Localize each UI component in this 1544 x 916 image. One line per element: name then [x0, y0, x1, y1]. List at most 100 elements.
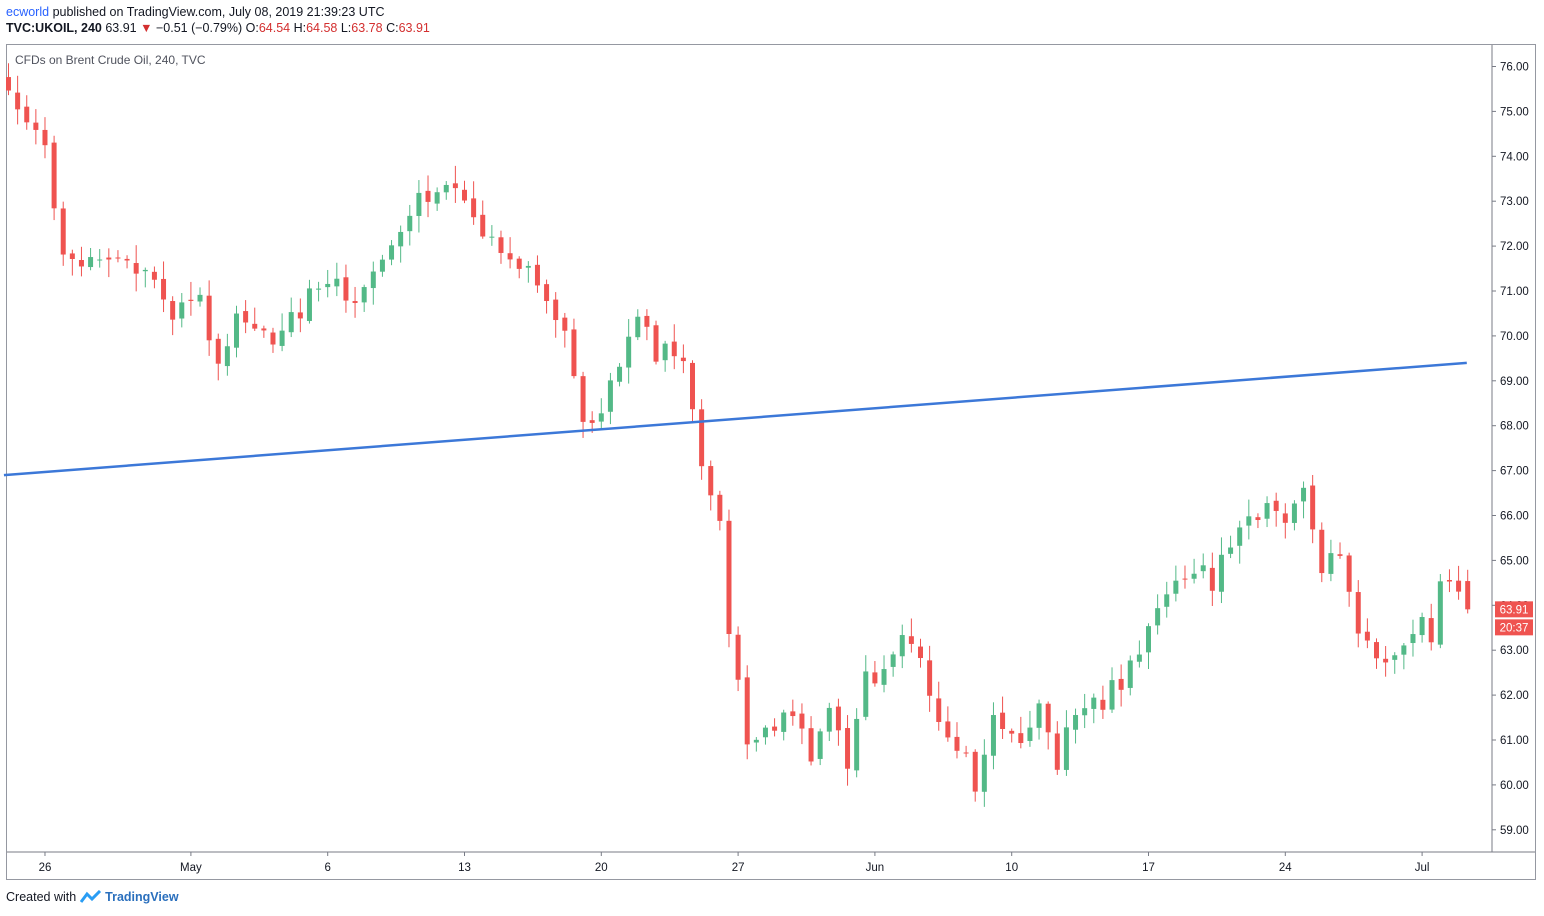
candle	[954, 722, 960, 759]
candle	[170, 296, 176, 336]
candle	[1063, 710, 1069, 776]
candle	[598, 398, 604, 430]
candle	[717, 490, 723, 531]
created-with-text: Created with	[6, 890, 77, 904]
candle	[835, 698, 841, 746]
candle	[1264, 496, 1270, 528]
candle	[927, 645, 933, 712]
candle	[1155, 594, 1161, 635]
y-tick-label: 68.00	[1500, 421, 1529, 433]
y-tick-label: 69.00	[1500, 376, 1529, 388]
last-price-tag	[1495, 601, 1533, 618]
candle	[990, 702, 996, 770]
x-tick-label: 20	[595, 862, 608, 874]
candle	[781, 709, 787, 741]
high-label: H:	[293, 21, 307, 35]
tradingview-logo-icon	[79, 890, 101, 903]
candle	[699, 399, 705, 480]
candle	[1000, 696, 1006, 739]
candle	[370, 261, 376, 305]
y-tick-label: 74.00	[1500, 151, 1529, 163]
candle	[1173, 565, 1179, 602]
candle	[1182, 565, 1188, 589]
candle	[1437, 574, 1443, 649]
candle	[1109, 667, 1115, 713]
candle	[443, 181, 449, 200]
candle	[106, 248, 112, 278]
candle	[1054, 721, 1060, 775]
candle	[188, 281, 194, 316]
tradingview-brand[interactable]: TradingView	[105, 890, 179, 904]
x-tick-label: Jun	[866, 862, 885, 874]
x-tick-label: 26	[39, 862, 52, 874]
candle	[918, 638, 923, 668]
candle	[1237, 520, 1243, 564]
candle	[1218, 537, 1224, 604]
candle	[1291, 500, 1297, 531]
candle	[1465, 569, 1471, 614]
candle	[352, 286, 358, 318]
candle	[206, 280, 212, 356]
publish-line: ecworld published on TradingView.com, Ju…	[6, 4, 430, 20]
candle	[425, 175, 431, 218]
candle	[908, 618, 914, 653]
candle	[489, 225, 495, 246]
x-tick-label: 6	[324, 862, 330, 874]
candle	[826, 702, 832, 742]
candle	[1082, 693, 1088, 729]
candle	[398, 225, 404, 263]
candle	[1191, 558, 1197, 584]
candle	[1146, 623, 1151, 670]
candle	[881, 655, 887, 693]
candle	[1009, 728, 1015, 743]
candle	[626, 319, 632, 384]
candle	[1392, 652, 1398, 674]
candle	[571, 318, 577, 379]
candle	[607, 372, 613, 425]
candle	[361, 284, 367, 312]
candle	[97, 249, 103, 268]
candle	[525, 261, 531, 283]
candle	[1446, 569, 1452, 593]
candle	[845, 715, 851, 786]
x-tick-label: 13	[458, 862, 471, 874]
candle	[407, 204, 413, 246]
candle	[680, 344, 686, 374]
x-tick-label: 24	[1279, 862, 1292, 874]
candle	[1209, 552, 1215, 606]
candle	[872, 661, 878, 687]
y-tick-label: 72.00	[1500, 241, 1529, 253]
candle	[462, 180, 467, 204]
price-change: −0.51 (−0.79%)	[155, 21, 243, 35]
last-price-label: 63.91	[1500, 604, 1529, 616]
candle	[1273, 492, 1279, 527]
countdown-tag	[1495, 619, 1533, 636]
candle	[863, 655, 869, 721]
footer: Created with TradingView	[6, 890, 179, 904]
candle	[1091, 693, 1097, 724]
candle	[808, 716, 814, 766]
y-tick-label: 66.00	[1500, 511, 1529, 523]
x-tick-label: 17	[1142, 862, 1155, 874]
candle	[379, 254, 385, 277]
candle	[1036, 699, 1042, 740]
candle	[480, 200, 486, 239]
candle	[279, 313, 285, 352]
candle	[1164, 581, 1170, 618]
author-link[interactable]: ecworld	[6, 5, 50, 19]
candle	[1045, 701, 1051, 750]
candle	[1246, 499, 1252, 540]
open-label: O:	[245, 21, 259, 35]
candle	[671, 324, 677, 370]
candle	[744, 665, 750, 760]
candle	[854, 708, 860, 778]
candle	[1027, 710, 1033, 747]
candle	[1136, 640, 1142, 668]
candle	[306, 279, 312, 324]
candle	[33, 109, 39, 145]
trendline[interactable]	[3, 361, 1467, 477]
y-tick-label: 73.00	[1500, 196, 1529, 208]
down-arrow-icon: ▼	[140, 21, 153, 35]
time-axis: 26May6132027Jun101724Jul8	[7, 851, 1535, 874]
